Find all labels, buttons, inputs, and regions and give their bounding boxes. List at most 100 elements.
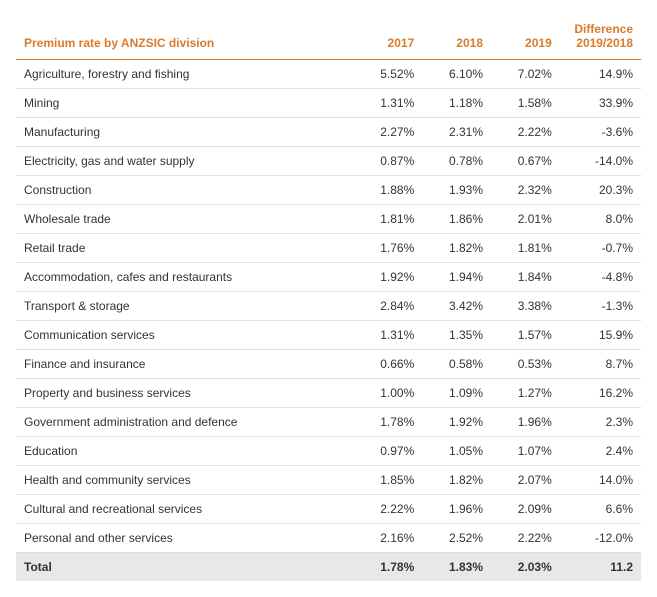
cell-2019: 2.07% bbox=[491, 465, 560, 494]
cell-total-label: Total bbox=[16, 552, 354, 581]
cell-2017: 1.92% bbox=[354, 262, 423, 291]
cell-2017: 1.76% bbox=[354, 233, 423, 262]
premium-rate-table: Premium rate by ANZSIC division 2017 201… bbox=[16, 16, 641, 581]
cell-2017: 1.31% bbox=[354, 88, 423, 117]
cell-diff: -1.3% bbox=[560, 291, 641, 320]
cell-2019: 2.01% bbox=[491, 204, 560, 233]
cell-diff: -14.0% bbox=[560, 146, 641, 175]
cell-diff: -3.6% bbox=[560, 117, 641, 146]
cell-2019: 0.67% bbox=[491, 146, 560, 175]
cell-2018: 0.58% bbox=[422, 349, 491, 378]
cell-diff: 6.6% bbox=[560, 494, 641, 523]
cell-2017: 1.78% bbox=[354, 407, 423, 436]
table-row: Electricity, gas and water supply0.87%0.… bbox=[16, 146, 641, 175]
cell-2018: 1.35% bbox=[422, 320, 491, 349]
cell-2017: 2.22% bbox=[354, 494, 423, 523]
cell-diff: 16.2% bbox=[560, 378, 641, 407]
col-header-2018: 2018 bbox=[422, 16, 491, 59]
cell-total-diff: 11.2 bbox=[560, 552, 641, 581]
cell-division: Personal and other services bbox=[16, 523, 354, 552]
cell-diff: 33.9% bbox=[560, 88, 641, 117]
cell-2019: 2.22% bbox=[491, 117, 560, 146]
cell-2017: 1.88% bbox=[354, 175, 423, 204]
cell-2019: 0.53% bbox=[491, 349, 560, 378]
cell-division: Agriculture, forestry and fishing bbox=[16, 59, 354, 88]
cell-division: Education bbox=[16, 436, 354, 465]
cell-2018: 1.82% bbox=[422, 465, 491, 494]
table-row: Agriculture, forestry and fishing5.52%6.… bbox=[16, 59, 641, 88]
cell-2019: 2.22% bbox=[491, 523, 560, 552]
cell-total-2017: 1.78% bbox=[354, 552, 423, 581]
cell-2017: 1.81% bbox=[354, 204, 423, 233]
cell-diff: -12.0% bbox=[560, 523, 641, 552]
cell-2018: 1.86% bbox=[422, 204, 491, 233]
table-row: Mining1.31%1.18%1.58%33.9% bbox=[16, 88, 641, 117]
cell-diff: 2.4% bbox=[560, 436, 641, 465]
cell-diff: -4.8% bbox=[560, 262, 641, 291]
table-row: Wholesale trade1.81%1.86%2.01%8.0% bbox=[16, 204, 641, 233]
cell-division: Construction bbox=[16, 175, 354, 204]
cell-2018: 6.10% bbox=[422, 59, 491, 88]
table-row: Construction1.88%1.93%2.32%20.3% bbox=[16, 175, 641, 204]
cell-division: Mining bbox=[16, 88, 354, 117]
cell-2019: 2.09% bbox=[491, 494, 560, 523]
col-header-diff: Difference 2019/2018 bbox=[560, 16, 641, 59]
col-header-2017: 2017 bbox=[354, 16, 423, 59]
cell-diff: 8.0% bbox=[560, 204, 641, 233]
cell-division: Communication services bbox=[16, 320, 354, 349]
cell-2019: 1.96% bbox=[491, 407, 560, 436]
cell-2019: 7.02% bbox=[491, 59, 560, 88]
cell-2017: 5.52% bbox=[354, 59, 423, 88]
col-header-division: Premium rate by ANZSIC division bbox=[16, 16, 354, 59]
cell-2018: 1.93% bbox=[422, 175, 491, 204]
cell-2019: 1.57% bbox=[491, 320, 560, 349]
cell-2018: 1.92% bbox=[422, 407, 491, 436]
cell-division: Finance and insurance bbox=[16, 349, 354, 378]
cell-division: Manufacturing bbox=[16, 117, 354, 146]
cell-division: Transport & storage bbox=[16, 291, 354, 320]
table-row: Government administration and defence1.7… bbox=[16, 407, 641, 436]
cell-2017: 0.66% bbox=[354, 349, 423, 378]
cell-2019: 1.84% bbox=[491, 262, 560, 291]
cell-2018: 2.52% bbox=[422, 523, 491, 552]
cell-division: Health and community services bbox=[16, 465, 354, 494]
cell-division: Government administration and defence bbox=[16, 407, 354, 436]
cell-2017: 1.85% bbox=[354, 465, 423, 494]
cell-2017: 0.97% bbox=[354, 436, 423, 465]
cell-diff: -0.7% bbox=[560, 233, 641, 262]
cell-division: Property and business services bbox=[16, 378, 354, 407]
cell-division: Wholesale trade bbox=[16, 204, 354, 233]
table-row: Finance and insurance0.66%0.58%0.53%8.7% bbox=[16, 349, 641, 378]
cell-total-2018: 1.83% bbox=[422, 552, 491, 581]
cell-2018: 3.42% bbox=[422, 291, 491, 320]
cell-2019: 1.07% bbox=[491, 436, 560, 465]
cell-2017: 1.00% bbox=[354, 378, 423, 407]
col-header-2019: 2019 bbox=[491, 16, 560, 59]
cell-diff: 15.9% bbox=[560, 320, 641, 349]
cell-2018: 2.31% bbox=[422, 117, 491, 146]
cell-2018: 1.96% bbox=[422, 494, 491, 523]
table-row: Communication services1.31%1.35%1.57%15.… bbox=[16, 320, 641, 349]
table-row: Education0.97%1.05%1.07%2.4% bbox=[16, 436, 641, 465]
cell-division: Accommodation, cafes and restaurants bbox=[16, 262, 354, 291]
table-row: Property and business services1.00%1.09%… bbox=[16, 378, 641, 407]
cell-2018: 1.82% bbox=[422, 233, 491, 262]
table-row: Manufacturing2.27%2.31%2.22%-3.6% bbox=[16, 117, 641, 146]
cell-2017: 1.31% bbox=[354, 320, 423, 349]
cell-2019: 1.81% bbox=[491, 233, 560, 262]
cell-2017: 2.16% bbox=[354, 523, 423, 552]
cell-2017: 2.27% bbox=[354, 117, 423, 146]
cell-2017: 0.87% bbox=[354, 146, 423, 175]
cell-2017: 2.84% bbox=[354, 291, 423, 320]
cell-diff: 2.3% bbox=[560, 407, 641, 436]
cell-2018: 1.94% bbox=[422, 262, 491, 291]
cell-2018: 1.09% bbox=[422, 378, 491, 407]
cell-2019: 3.38% bbox=[491, 291, 560, 320]
cell-2019: 1.27% bbox=[491, 378, 560, 407]
table-row: Accommodation, cafes and restaurants1.92… bbox=[16, 262, 641, 291]
table-row: Cultural and recreational services2.22%1… bbox=[16, 494, 641, 523]
table-total-row: Total1.78%1.83%2.03%11.2 bbox=[16, 552, 641, 581]
cell-2018: 1.05% bbox=[422, 436, 491, 465]
cell-division: Retail trade bbox=[16, 233, 354, 262]
table-body: Agriculture, forestry and fishing5.52%6.… bbox=[16, 59, 641, 581]
